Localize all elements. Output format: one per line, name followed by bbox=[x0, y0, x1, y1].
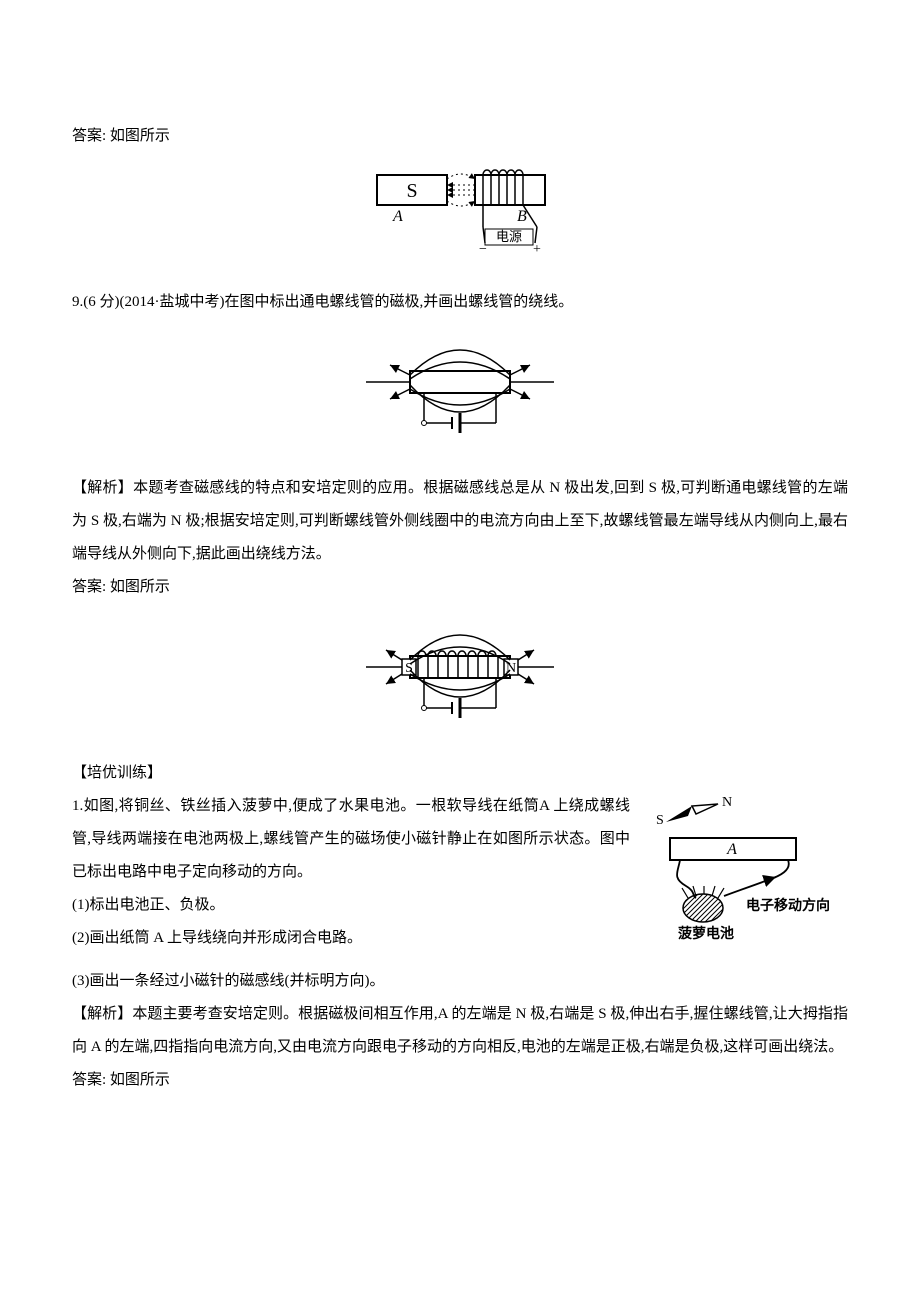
figure-2 bbox=[360, 331, 560, 441]
svg-text:+: + bbox=[533, 242, 541, 255]
svg-text:菠萝电池: 菠萝电池 bbox=[678, 925, 734, 942]
answer-label-3: 答案: 如图所示 bbox=[72, 1064, 848, 1097]
figure-1: S A B 电源 − + bbox=[365, 165, 555, 255]
question-train-1-3: (3)画出一条经过小磁针的磁感线(并标明方向)。 bbox=[72, 965, 848, 998]
svg-text:S: S bbox=[656, 813, 664, 828]
answer-label-2: 答案: 如图所示 bbox=[72, 571, 848, 604]
figure-2-wrap bbox=[72, 331, 848, 454]
figure-3: S N bbox=[360, 616, 560, 726]
svg-text:N: N bbox=[506, 661, 516, 676]
svg-text:S: S bbox=[406, 180, 417, 202]
explanation-9: 【解析】本题考查磁感线的特点和安培定则的应用。根据磁感线总是从 N 极出发,回到… bbox=[72, 472, 848, 571]
explanation-train-1: 【解析】本题主要考查安培定则。根据磁极间相互作用,A 的左端是 N 极,右端是 … bbox=[72, 998, 848, 1064]
svg-text:N: N bbox=[722, 795, 732, 810]
figure-3-wrap: S N bbox=[72, 616, 848, 739]
svg-text:B: B bbox=[517, 208, 527, 225]
figure-4: S N A 电子移动方向 菠萝电池 bbox=[648, 794, 848, 944]
section-header-train: 【培优训练】 bbox=[72, 757, 848, 790]
question-9: 9.(6 分)(2014·盐城中考)在图中标出通电螺线管的磁极,并画出螺线管的绕… bbox=[72, 286, 848, 319]
figure-4-wrap: S N A 电子移动方向 菠萝电池 bbox=[648, 794, 848, 957]
svg-text:−: − bbox=[479, 242, 487, 255]
answer-label-1: 答案: 如图所示 bbox=[72, 120, 848, 153]
svg-text:电子移动方向: 电子移动方向 bbox=[746, 897, 830, 914]
svg-text:A: A bbox=[726, 841, 737, 858]
svg-text:电源: 电源 bbox=[496, 229, 522, 244]
figure-1-wrap: S A B 电源 − + bbox=[72, 165, 848, 268]
svg-text:A: A bbox=[392, 208, 403, 225]
